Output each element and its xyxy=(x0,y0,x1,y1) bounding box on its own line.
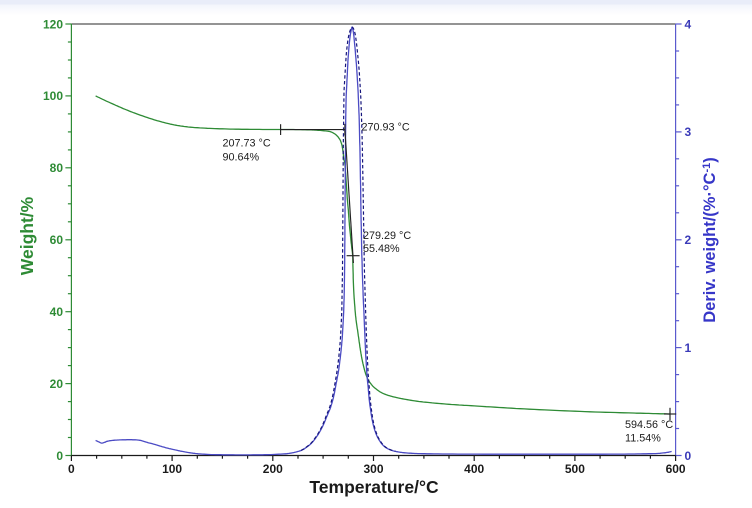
svg-text:Temperature/°C: Temperature/°C xyxy=(309,477,439,497)
svg-text:100: 100 xyxy=(43,89,63,103)
svg-text:40: 40 xyxy=(50,305,64,319)
svg-text:55.48%: 55.48% xyxy=(363,243,400,255)
svg-text:1: 1 xyxy=(685,341,692,355)
svg-text:4: 4 xyxy=(685,17,692,31)
svg-text:400: 400 xyxy=(464,462,484,476)
svg-text:0: 0 xyxy=(685,449,692,463)
svg-text:200: 200 xyxy=(263,462,283,476)
svg-text:2: 2 xyxy=(685,233,692,247)
svg-text:0: 0 xyxy=(68,462,75,476)
svg-text:594.56 °C: 594.56 °C xyxy=(625,419,673,431)
svg-text:60: 60 xyxy=(50,233,64,247)
svg-text:270.93 °C: 270.93 °C xyxy=(362,122,410,134)
svg-text:20: 20 xyxy=(50,377,64,391)
svg-text:Weight/%: Weight/% xyxy=(17,196,37,275)
svg-text:80: 80 xyxy=(50,161,64,175)
svg-text:90.64%: 90.64% xyxy=(223,152,260,164)
svg-text:207.73 °C: 207.73 °C xyxy=(223,138,271,150)
svg-text:Deriv. weight/(%·°C-1): Deriv. weight/(%·°C-1) xyxy=(701,157,719,323)
svg-text:3: 3 xyxy=(685,125,692,139)
svg-text:500: 500 xyxy=(565,462,585,476)
svg-text:11.54%: 11.54% xyxy=(625,433,661,445)
svg-text:279.29 °C: 279.29 °C xyxy=(363,230,411,242)
svg-text:600: 600 xyxy=(666,462,686,476)
svg-text:300: 300 xyxy=(363,462,383,476)
svg-text:120: 120 xyxy=(43,17,63,31)
svg-text:0: 0 xyxy=(56,449,63,463)
svg-text:100: 100 xyxy=(162,462,182,476)
